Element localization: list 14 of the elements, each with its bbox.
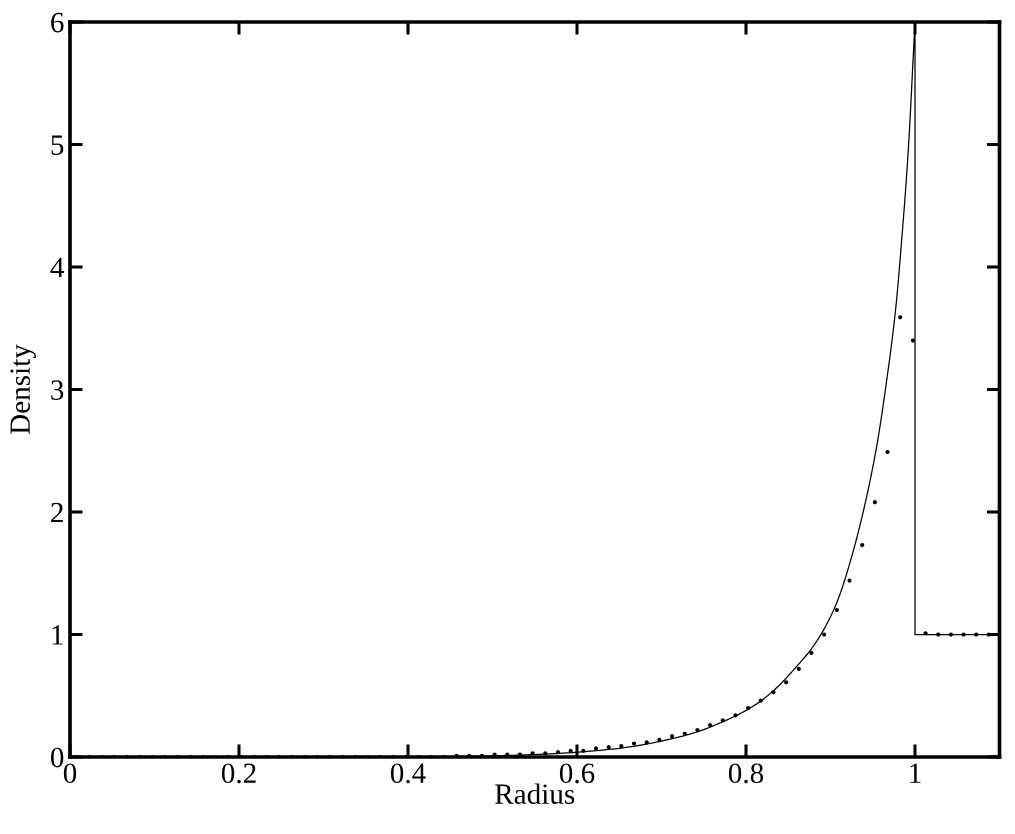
x-tick-label: 0.4	[390, 763, 426, 784]
y-tick-label: 2	[51, 502, 63, 523]
y-tick-label: 5	[51, 135, 64, 155]
y-tick-label: 1	[52, 625, 63, 645]
x-axis-title: Radius	[495, 783, 575, 804]
x-tick-label: 0.6	[559, 763, 595, 784]
y-tick-label: 6	[51, 12, 64, 33]
x-tick-label: 0.2	[221, 763, 256, 784]
y-axis-title: Density	[10, 344, 36, 435]
x-tick-label: 1	[910, 763, 921, 783]
x-tick-label: 0.8	[728, 763, 764, 784]
y-tick-label: 4	[50, 257, 64, 278]
y-tick-label: 3	[51, 380, 64, 400]
y-tick-label: 0	[50, 747, 64, 768]
